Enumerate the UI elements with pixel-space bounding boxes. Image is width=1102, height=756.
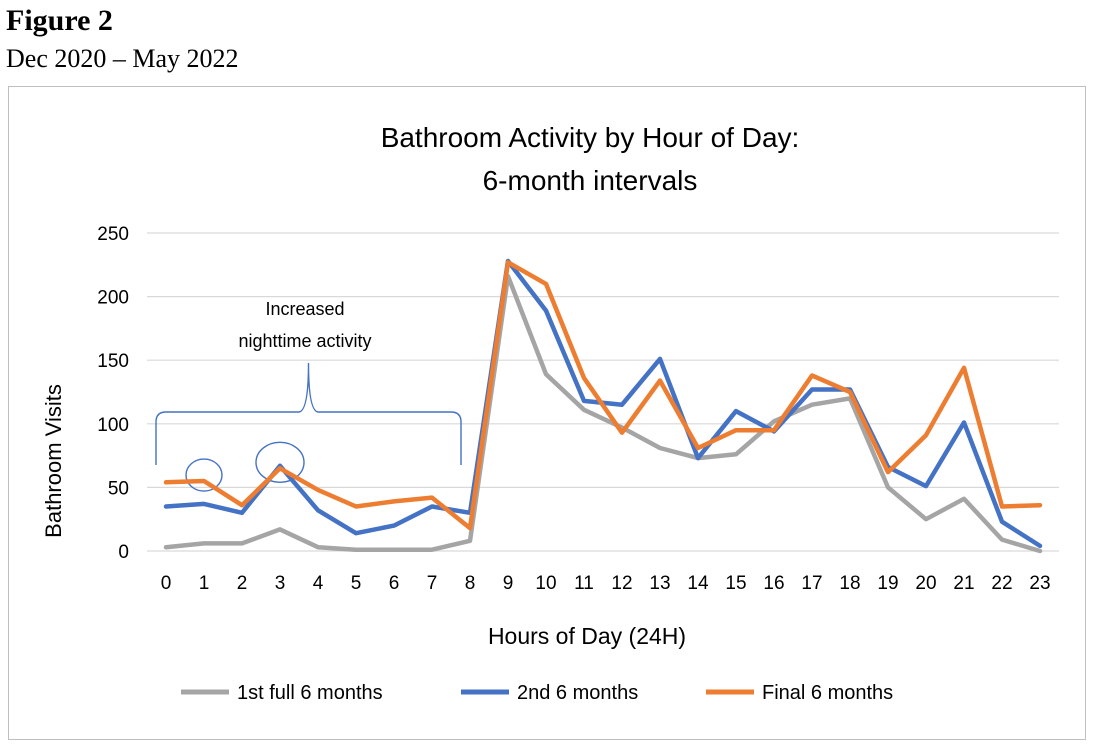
x-tick-label: 22 — [991, 573, 1012, 594]
figure-date-range: Dec 2020 – May 2022 — [6, 44, 239, 73]
x-tick-label: 18 — [839, 573, 860, 594]
x-tick-label: 4 — [313, 573, 324, 594]
x-tick-label: 19 — [877, 573, 898, 594]
x-tick-label: 13 — [649, 573, 670, 594]
legend-label-3: Final 6 months — [762, 682, 893, 704]
y-tick-label: 200 — [97, 288, 129, 309]
annotation-circle — [255, 441, 305, 484]
x-tick-label: 14 — [687, 573, 709, 594]
y-tick-label: 100 — [97, 415, 129, 436]
x-tick-label: 20 — [915, 573, 936, 594]
y-axis-label: Bathroom Visits — [41, 384, 66, 538]
annotation-circle — [185, 458, 223, 492]
x-axis-label: Hours of Day (24H) — [488, 623, 686, 649]
chart-title-line-1: Bathroom Activity by Hour of Day: — [381, 122, 800, 153]
x-tick-label: 21 — [953, 573, 974, 594]
x-tick-label: 1 — [199, 573, 210, 594]
x-tick-label: 7 — [427, 573, 438, 594]
line-chart: Bathroom Activity by Hour of Day: 6-mont… — [41, 122, 1059, 704]
y-tick-label: 150 — [97, 351, 129, 372]
figure-label: Figure 2 — [6, 4, 113, 37]
legend-label-2: 2nd 6 months — [517, 682, 638, 704]
y-tick-label: 250 — [97, 224, 129, 245]
x-tick-label: 16 — [763, 573, 784, 594]
x-tick-label: 3 — [275, 573, 286, 594]
x-axis-ticks: 0 1 2 3 4 5 6 7 8 9 10 11 12 13 14 15 16 17 18 19 20 21 22 23 — [161, 573, 1051, 594]
legend: 1st full 6 months 2nd 6 months Final 6 mon… — [181, 682, 893, 704]
series-line-1 — [163, 273, 1043, 554]
x-tick-label: 0 — [161, 573, 172, 594]
y-axis-ticks: 0 50 100 150 200 250 — [97, 224, 129, 563]
annotation-line-1: Increased — [265, 299, 344, 319]
annotation-bracket — [155, 362, 462, 465]
chart-frame: Bathroom Activity by Hour of Day: 6-mont… — [8, 86, 1086, 740]
y-tick-label: 0 — [118, 542, 129, 563]
x-tick-label: 2 — [237, 573, 248, 594]
gridlines — [147, 232, 1059, 552]
annotation-line-2: nighttime activity — [238, 331, 371, 351]
x-tick-label: 15 — [725, 573, 746, 594]
x-tick-label: 11 — [574, 573, 594, 594]
chart-title-line-2: 6-month intervals — [483, 165, 698, 196]
nighttime-annotation: Increased nighttime activity — [155, 299, 462, 492]
x-tick-label: 12 — [611, 573, 632, 594]
x-tick-label: 8 — [465, 573, 476, 594]
series-line-3 — [163, 260, 1043, 531]
legend-label-1: 1st full 6 months — [237, 682, 383, 704]
series-lines — [163, 258, 1043, 554]
x-tick-label: 17 — [801, 573, 822, 594]
x-tick-label: 10 — [535, 573, 556, 594]
x-tick-label: 23 — [1029, 573, 1050, 594]
y-tick-label: 50 — [108, 478, 129, 499]
x-tick-label: 6 — [389, 573, 400, 594]
x-tick-label: 5 — [351, 573, 362, 594]
x-tick-label: 9 — [503, 573, 514, 594]
